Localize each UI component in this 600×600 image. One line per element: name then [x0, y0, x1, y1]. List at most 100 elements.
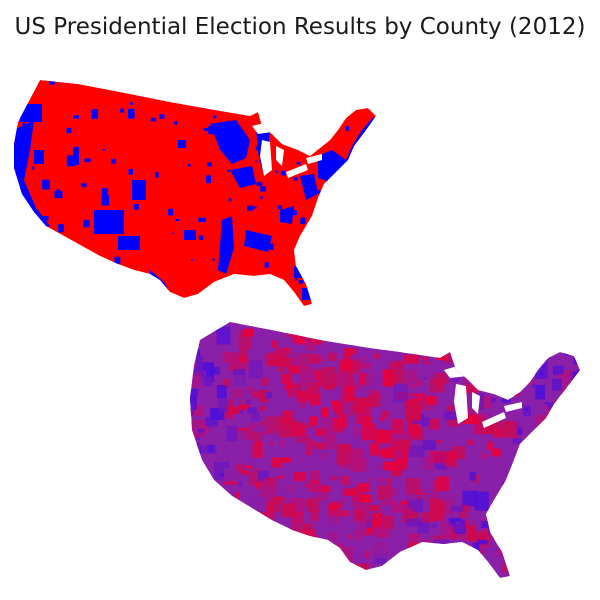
county-cell [403, 394, 413, 406]
county-cell [534, 444, 551, 455]
county-cell [316, 329, 327, 340]
county-cell [468, 570, 481, 578]
county-cell [499, 526, 511, 535]
county-cell [280, 170, 286, 176]
county-cell [534, 516, 539, 523]
county-cell [565, 410, 576, 424]
county-cell [353, 380, 362, 391]
county-cell [255, 481, 263, 489]
county-cell [228, 198, 232, 202]
county-cell [403, 329, 411, 338]
county-cell [334, 234, 337, 239]
county-cell [553, 504, 564, 511]
county-cell [291, 422, 305, 436]
county-cell [289, 551, 305, 570]
county-cell [585, 514, 590, 523]
county-cell [490, 523, 495, 527]
county-cell [205, 552, 217, 559]
county-cell [586, 353, 590, 365]
county-cell [403, 331, 419, 350]
county-cell [549, 486, 559, 492]
county-cell [231, 575, 236, 578]
county-cell [533, 500, 539, 505]
county-cell [92, 290, 100, 297]
county-cell [250, 413, 260, 422]
county-cell [448, 556, 459, 568]
county-cell [554, 580, 559, 584]
county-cell [269, 552, 285, 567]
county-cell [235, 464, 245, 473]
county-cell [551, 449, 566, 469]
county-cell [190, 515, 200, 522]
county-cell [190, 520, 198, 532]
county-cell [532, 324, 544, 341]
county-cell [327, 352, 337, 361]
county-cell [293, 210, 297, 216]
county-cell [512, 438, 521, 444]
county-cell [226, 407, 240, 415]
county-cell [293, 472, 307, 482]
county-cell [260, 292, 263, 295]
county-cell [190, 497, 205, 515]
county-cell [190, 322, 197, 334]
county-cell [371, 336, 376, 342]
county-cell [259, 420, 264, 427]
county-cell [154, 172, 159, 178]
county-cell [492, 448, 501, 457]
county-cell [299, 579, 313, 584]
county-cell [408, 542, 423, 554]
county-cell [295, 544, 302, 549]
county-cell [190, 372, 202, 388]
county-cell [429, 418, 440, 430]
county-cell [300, 550, 314, 563]
county-cell [298, 280, 304, 284]
county-cell [310, 573, 323, 578]
county-cell [196, 478, 207, 493]
county-cell [456, 527, 468, 543]
county-cell [581, 373, 588, 382]
county-cell [342, 276, 346, 280]
county-cell [369, 573, 382, 578]
county-cell [383, 461, 398, 471]
county-cell [368, 477, 373, 483]
county-cell [554, 336, 567, 348]
county-cell [308, 481, 321, 493]
county-cell [250, 517, 266, 532]
county-cell [321, 453, 328, 459]
county-cell [297, 481, 306, 492]
county-cell [277, 383, 287, 389]
county-cell [491, 322, 505, 330]
county-cell [305, 382, 319, 392]
county-cell [581, 373, 590, 385]
county-cell [159, 114, 165, 119]
county-cell [417, 565, 433, 576]
county-cell [198, 473, 205, 478]
county-cell [212, 115, 217, 119]
county-cell [338, 221, 342, 227]
county-cell [190, 388, 199, 394]
county-cell [150, 117, 156, 122]
county-cell [517, 503, 529, 521]
county-cell [542, 542, 550, 548]
county-cell [49, 80, 55, 85]
county-cell [264, 354, 278, 365]
county-cell [19, 91, 24, 95]
county-cell [339, 510, 350, 517]
county-cell [250, 575, 267, 578]
county-cell [402, 506, 413, 515]
county-cell [586, 368, 590, 375]
county-cell [333, 418, 344, 433]
county-cell [527, 567, 542, 578]
county-cell [586, 454, 590, 460]
county-cell [190, 523, 205, 544]
county-cell [207, 162, 212, 167]
county-cell [519, 573, 528, 578]
county-cell [581, 371, 588, 377]
county-cell [517, 333, 532, 344]
county-cell [536, 414, 545, 428]
county-cell [518, 582, 527, 584]
county-cell [582, 414, 590, 422]
county-cell [384, 324, 398, 337]
county-cell [359, 398, 374, 407]
county-cell [588, 466, 590, 475]
